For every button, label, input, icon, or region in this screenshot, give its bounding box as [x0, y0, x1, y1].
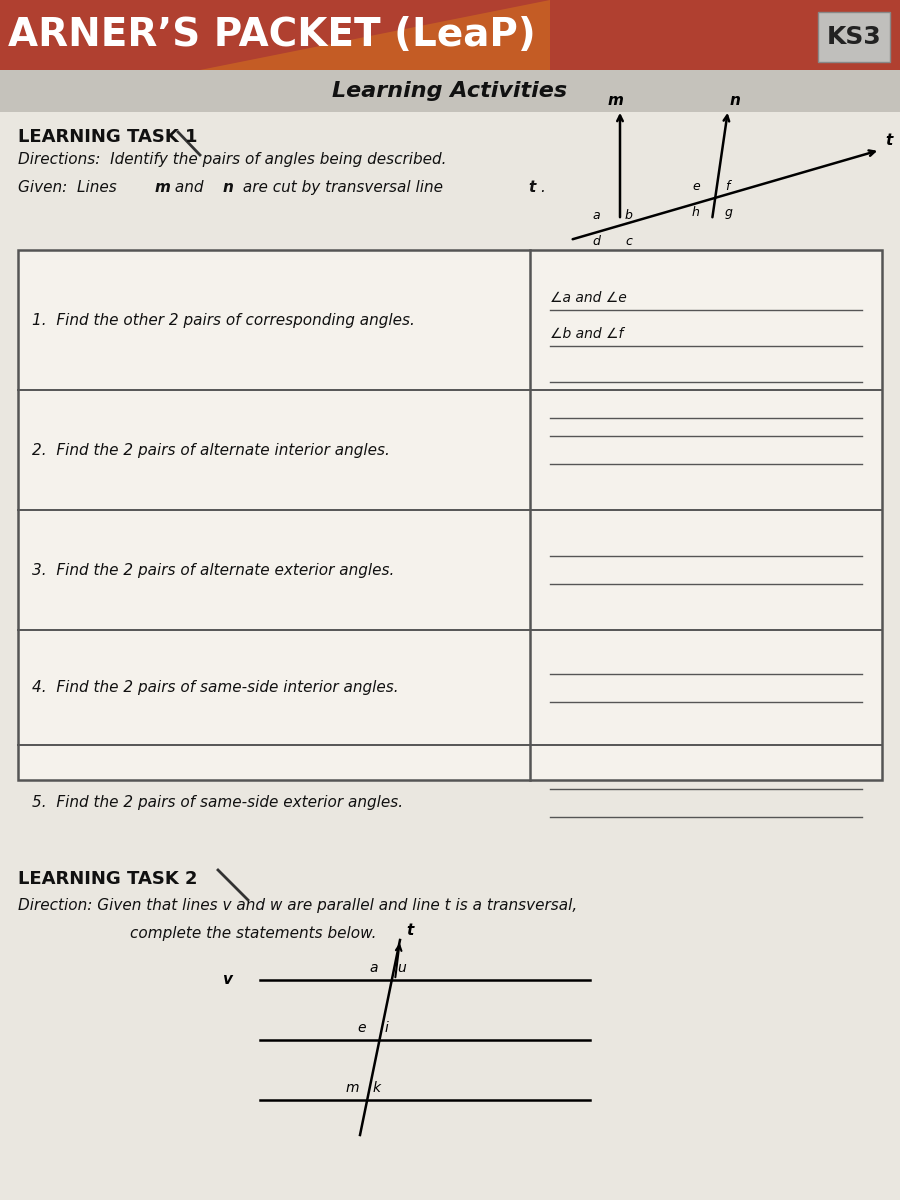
Polygon shape	[200, 0, 550, 70]
Text: a: a	[592, 210, 599, 222]
Text: m: m	[155, 180, 171, 194]
Text: n: n	[730, 92, 741, 108]
Text: 1.  Find the other 2 pairs of corresponding angles.: 1. Find the other 2 pairs of correspondi…	[32, 312, 415, 328]
Text: m: m	[346, 1081, 359, 1094]
Text: ARNER’S PACKET (LeaP): ARNER’S PACKET (LeaP)	[8, 16, 536, 54]
Text: and: and	[170, 180, 209, 194]
Text: 2.  Find the 2 pairs of alternate interior angles.: 2. Find the 2 pairs of alternate interio…	[32, 443, 390, 457]
Text: LEARNING TASK 2: LEARNING TASK 2	[18, 870, 197, 888]
Text: i: i	[384, 1021, 389, 1034]
Bar	[0, 0, 900, 70]
Text: a: a	[370, 961, 378, 974]
Text: v: v	[222, 972, 232, 988]
Bar	[18, 250, 882, 780]
Text: Directions:  Identify the pairs of angles being described.: Directions: Identify the pairs of angles…	[18, 152, 446, 167]
Text: are cut by transversal line: are cut by transversal line	[238, 180, 448, 194]
Text: d: d	[592, 235, 600, 248]
Text: f: f	[725, 180, 729, 193]
Text: u: u	[397, 961, 406, 974]
Text: Learning Activities: Learning Activities	[332, 80, 568, 101]
Text: b: b	[625, 210, 633, 222]
Text: n: n	[223, 180, 234, 194]
Text: ∠a and ∠e: ∠a and ∠e	[550, 290, 626, 305]
Text: 4.  Find the 2 pairs of same-side interior angles.: 4. Find the 2 pairs of same-side interio…	[32, 680, 399, 695]
Text: c: c	[625, 235, 632, 248]
Text: Given:  Lines: Given: Lines	[18, 180, 122, 194]
Text: k: k	[373, 1081, 380, 1094]
Bar	[0, 70, 900, 112]
Text: Direction: Given that lines v and w are parallel and line t is a transversal,: Direction: Given that lines v and w are …	[18, 898, 577, 913]
Text: 5.  Find the 2 pairs of same-side exterior angles.: 5. Find the 2 pairs of same-side exterio…	[32, 794, 403, 810]
Text: .: .	[540, 180, 544, 194]
Text: ∠b and ∠f: ∠b and ∠f	[550, 326, 624, 341]
Text: g: g	[725, 206, 733, 220]
Text: LEARNING TASK 1: LEARNING TASK 1	[18, 128, 197, 146]
Text: t: t	[885, 133, 892, 148]
Bar	[818, 12, 890, 62]
Text: KS3: KS3	[826, 25, 881, 49]
Text: m: m	[608, 92, 624, 108]
Text: t: t	[406, 923, 413, 938]
Text: 3.  Find the 2 pairs of alternate exterior angles.: 3. Find the 2 pairs of alternate exterio…	[32, 563, 394, 577]
Text: t: t	[528, 180, 536, 194]
Text: e: e	[692, 180, 700, 193]
Text: complete the statements below.: complete the statements below.	[130, 926, 376, 941]
Text: e: e	[357, 1021, 366, 1034]
Text: h: h	[692, 206, 700, 220]
